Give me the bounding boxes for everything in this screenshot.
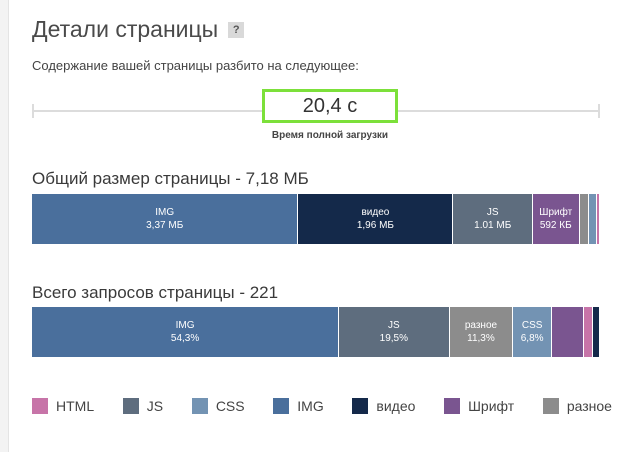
legend-item-css[interactable]: CSS — [191, 398, 245, 414]
legend-item-js[interactable]: JS — [122, 398, 164, 414]
legend-label: видео — [376, 398, 416, 414]
requests_section-segment-font[interactable] — [551, 307, 584, 357]
page-size-title: Общий размер страницы - 7,18 МБ — [32, 169, 309, 188]
requests_section-segment-value: 6,8% — [520, 333, 544, 344]
size_section-segment-html[interactable] — [596, 194, 600, 244]
requests_section-segment-label: JS — [388, 320, 400, 331]
page-title: Детали страницы ? — [32, 16, 245, 43]
legend-label: Шрифт — [468, 398, 515, 414]
requests_section-segment-img[interactable]: IMG 54,3% — [32, 307, 340, 357]
page-title-text: Детали страницы — [32, 16, 219, 42]
legend-swatch — [542, 398, 559, 414]
legend-item-html[interactable]: HTML — [32, 398, 94, 414]
size_section-segment-misc[interactable] — [579, 194, 589, 244]
size_section-segment-font[interactable]: Шрифт 592 КБ — [532, 194, 580, 244]
size_section-segment-label: видео — [361, 207, 390, 218]
legend-swatch — [352, 398, 369, 414]
requests_section-segment-label: CSS — [521, 320, 543, 331]
legend-item-video[interactable]: видео — [352, 398, 415, 414]
requests_section-segment-label: разное — [464, 320, 498, 331]
load-time-value: 20,4 с — [262, 89, 398, 123]
size_section-segment-js[interactable]: JS 1.01 МБ — [453, 194, 533, 244]
size_section-segment-video[interactable]: видео 1,96 МБ — [298, 194, 454, 244]
timeline-end-tick — [598, 104, 600, 118]
requests_section-segment-value: 54,3% — [170, 333, 200, 344]
legend-swatch — [32, 398, 48, 414]
legend-label: HTML — [56, 398, 95, 414]
page-size-bar: IMG 3,37 МБ видео 1,96 МБ JS 1.01 МБ Шрифт 592 … — [32, 194, 600, 244]
legend-item-font[interactable]: Шрифт — [444, 398, 514, 414]
size_section-segment-value: 1.01 МБ — [474, 220, 512, 231]
requests_section-segment-value: 11,3% — [467, 333, 495, 344]
legend-label: разное — [566, 398, 612, 414]
help-icon[interactable]: ? — [228, 21, 245, 38]
requests-title: Всего запросов страницы - 221 — [32, 283, 279, 302]
legend-item-misc[interactable]: разное — [542, 398, 612, 414]
left-border — [0, 0, 9, 452]
requests-bar: IMG 54,3% JS 19,5% разное 11,3% CSS 6,8% — [32, 307, 600, 357]
requests_section-segment-html[interactable] — [583, 307, 593, 357]
load-time-label: Время полной загрузки — [271, 130, 389, 141]
legend-label: JS — [146, 398, 164, 414]
size_section-segment-label: IMG — [155, 207, 175, 218]
size_section-segment-value: 3,37 МБ — [146, 220, 184, 231]
legend: HTML JS CSS IMG видео Шрифт разное — [32, 398, 612, 414]
size_section-segment-value: 592 КБ — [539, 220, 572, 231]
timeline-start-tick — [32, 104, 34, 118]
requests_section-segment-css[interactable]: CSS 6,8% — [513, 307, 552, 357]
size_section-segment-label: JS — [486, 207, 499, 218]
size_section-segment-css[interactable] — [588, 194, 597, 244]
requests_section-segment-video[interactable] — [592, 307, 600, 357]
legend-item-img[interactable]: IMG — [273, 398, 324, 414]
requests_section-segment-label: IMG — [175, 320, 195, 331]
legend-label: IMG — [297, 398, 324, 414]
requests_section-segment-js[interactable]: JS 19,5% — [339, 307, 450, 357]
requests_section-segment-misc[interactable]: разное 11,3% — [449, 307, 514, 357]
legend-swatch — [444, 398, 461, 414]
size_section-segment-label: Шрифт — [539, 207, 573, 218]
size_section-segment-img[interactable]: IMG 3,37 МБ — [32, 194, 299, 244]
legend-swatch — [273, 398, 290, 414]
size_section-segment-value: 1,96 МБ — [356, 220, 394, 231]
legend-label: CSS — [215, 398, 245, 414]
legend-swatch — [191, 398, 208, 414]
legend-swatch — [122, 398, 139, 414]
page-subtitle: Содержание вашей страницы разбито на сле… — [32, 58, 359, 73]
requests_section-segment-value: 19,5% — [379, 333, 409, 344]
